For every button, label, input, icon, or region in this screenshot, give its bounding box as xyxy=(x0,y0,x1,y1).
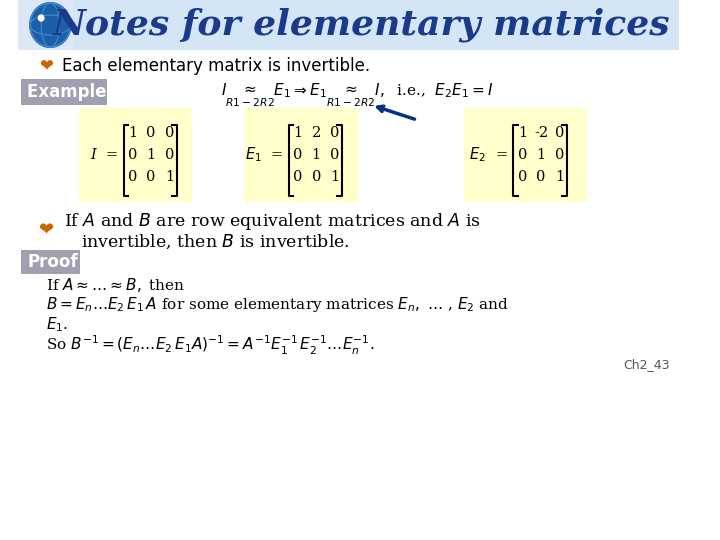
Text: Notes for elementary matrices: Notes for elementary matrices xyxy=(53,8,671,42)
Text: Proof: Proof xyxy=(27,253,78,271)
Text: 0: 0 xyxy=(165,126,174,140)
FancyBboxPatch shape xyxy=(21,250,80,274)
Text: 0: 0 xyxy=(330,126,339,140)
Text: $B=E_n \ldots E_2\, E_1\, A$ for some elementary matrices $E_n,$ $\ldots$ , $E_2: $B=E_n \ldots E_2\, E_1\, A$ for some el… xyxy=(45,295,509,314)
Text: 1: 1 xyxy=(147,148,156,162)
Text: I: I xyxy=(91,148,96,162)
Text: =: = xyxy=(495,148,508,162)
Text: ❤: ❤ xyxy=(38,221,53,239)
Text: 0: 0 xyxy=(554,148,564,162)
FancyBboxPatch shape xyxy=(21,79,107,105)
Text: =: = xyxy=(105,148,117,162)
Circle shape xyxy=(38,15,44,21)
Text: If $A \approx \ldots \approx B,$ then: If $A \approx \ldots \approx B,$ then xyxy=(45,276,185,294)
Text: $E_1$: $E_1$ xyxy=(245,146,261,164)
Text: 1: 1 xyxy=(128,126,138,140)
Text: 0: 0 xyxy=(146,170,156,184)
FancyBboxPatch shape xyxy=(78,108,192,202)
Circle shape xyxy=(30,3,71,47)
Text: Example 24: Example 24 xyxy=(27,83,136,101)
Text: ❤: ❤ xyxy=(39,57,53,75)
Text: 0: 0 xyxy=(554,126,564,140)
FancyBboxPatch shape xyxy=(18,0,678,50)
Text: 1: 1 xyxy=(536,148,546,162)
Text: Ch2_43: Ch2_43 xyxy=(623,359,670,372)
FancyBboxPatch shape xyxy=(73,0,678,50)
Text: 0: 0 xyxy=(518,148,527,162)
Text: 1: 1 xyxy=(518,126,527,140)
Text: 2: 2 xyxy=(312,126,321,140)
Text: 1: 1 xyxy=(165,170,174,184)
Text: 1: 1 xyxy=(555,170,564,184)
Text: 0: 0 xyxy=(146,126,156,140)
Text: -2: -2 xyxy=(534,126,548,140)
Text: invertible, then $B$ is invertible.: invertible, then $B$ is invertible. xyxy=(81,233,349,251)
Text: $I \underset{R1-2R2}{\approx} E_1 \Rightarrow E_1 \underset{R1-2R2}{\approx} I,$: $I \underset{R1-2R2}{\approx} E_1 \Right… xyxy=(221,82,494,109)
Text: =: = xyxy=(271,148,282,162)
Text: 1: 1 xyxy=(293,126,302,140)
Text: 0: 0 xyxy=(518,170,527,184)
Text: $E_1.$: $E_1.$ xyxy=(45,316,68,334)
Text: Each elementary matrix is invertible.: Each elementary matrix is invertible. xyxy=(62,57,370,75)
Text: 0: 0 xyxy=(293,148,302,162)
Text: So $B^{-1}=(E_n \ldots E_2\, E_1 A)^{-1}=A^{-1}E_1^{-1}\, E_2^{-1} \ldots E_n^{-: So $B^{-1}=(E_n \ldots E_2\, E_1 A)^{-1}… xyxy=(45,333,374,356)
Text: 0: 0 xyxy=(128,148,138,162)
FancyBboxPatch shape xyxy=(464,108,587,202)
Text: 1: 1 xyxy=(330,170,339,184)
Text: 0: 0 xyxy=(536,170,546,184)
Text: 0: 0 xyxy=(128,170,138,184)
Text: $E_2$: $E_2$ xyxy=(469,146,486,164)
Text: 0: 0 xyxy=(312,170,321,184)
Text: If $A$ and $B$ are row equivalent matrices and $A$ is: If $A$ and $B$ are row equivalent matric… xyxy=(64,212,481,233)
FancyBboxPatch shape xyxy=(244,108,358,202)
Text: 1: 1 xyxy=(312,148,321,162)
Text: 0: 0 xyxy=(293,170,302,184)
Text: 0: 0 xyxy=(330,148,339,162)
Text: 0: 0 xyxy=(165,148,174,162)
